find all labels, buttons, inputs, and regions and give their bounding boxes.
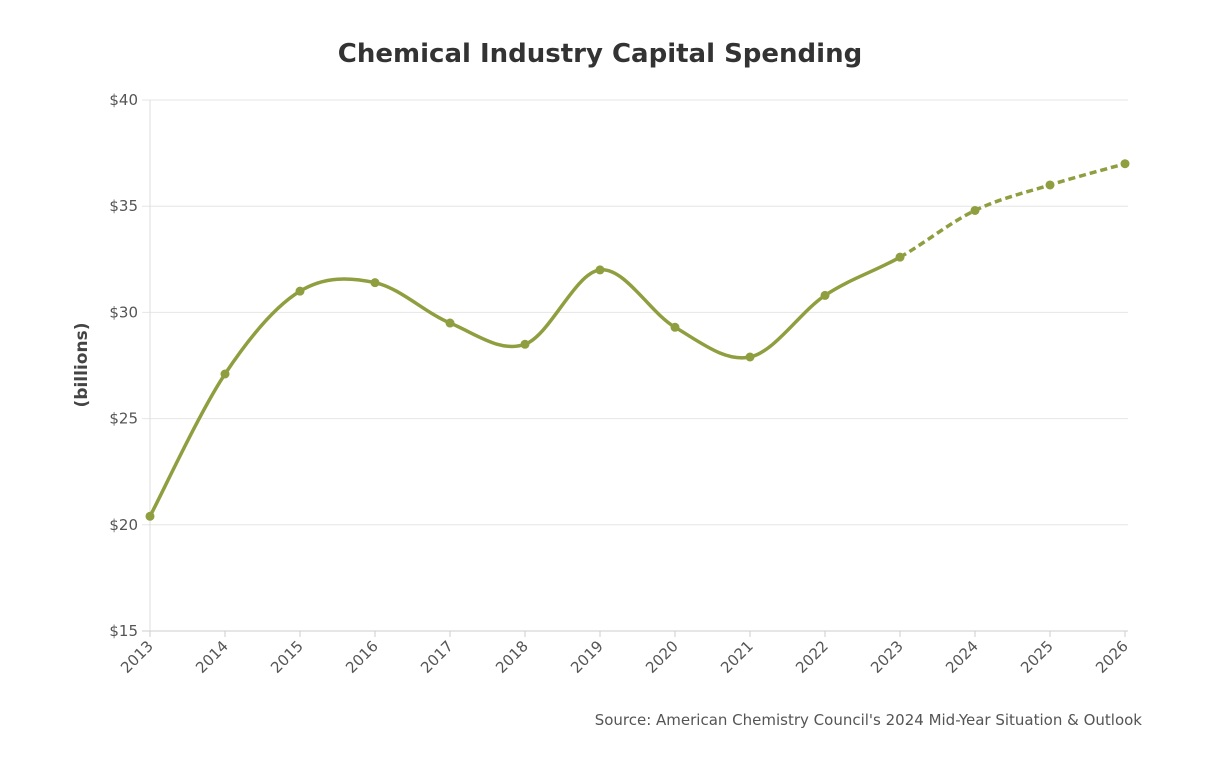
data-point <box>220 369 230 379</box>
x-tick-label: 2017 <box>417 637 457 677</box>
x-tick-label: 2023 <box>867 637 907 677</box>
x-tick-label: 2021 <box>717 637 757 677</box>
projected-series-line <box>899 162 1126 259</box>
data-point <box>1045 180 1055 190</box>
data-point <box>145 511 155 521</box>
data-point <box>295 286 305 296</box>
x-tick-label: 2016 <box>342 637 382 677</box>
y-axis-label: (billions) <box>72 323 92 408</box>
x-tick-label: 2022 <box>792 637 832 677</box>
data-point <box>1120 159 1130 169</box>
y-tick-label: $25 <box>109 410 138 428</box>
x-tick-label: 2018 <box>492 637 532 677</box>
data-point <box>670 322 680 332</box>
data-point <box>520 339 530 349</box>
x-tick-label: 2014 <box>192 637 232 677</box>
data-point <box>970 205 980 215</box>
x-tick-label: 2024 <box>942 637 982 677</box>
data-point <box>595 265 605 275</box>
x-tick-label: 2013 <box>117 637 157 677</box>
data-point <box>895 252 905 262</box>
y-tick-label: $35 <box>109 197 138 215</box>
x-tick-label: 2019 <box>567 637 607 677</box>
y-tick-label: $20 <box>109 516 138 534</box>
actual-series-line <box>148 255 901 518</box>
y-tick-label: $15 <box>109 622 138 640</box>
source-note: Source: American Chemistry Council's 202… <box>595 711 1143 729</box>
chart-title: Chemical Industry Capital Spending <box>338 39 862 69</box>
x-tick-label: 2015 <box>267 637 307 677</box>
x-tick-label: 2026 <box>1092 637 1132 677</box>
data-point <box>820 290 830 300</box>
y-tick-label: $30 <box>109 303 138 321</box>
x-tick-label: 2020 <box>642 637 682 677</box>
data-point <box>745 352 755 362</box>
data-point <box>445 318 455 328</box>
data-point <box>370 278 380 288</box>
x-tick-label: 2025 <box>1017 637 1057 677</box>
y-tick-label: $40 <box>109 91 138 109</box>
